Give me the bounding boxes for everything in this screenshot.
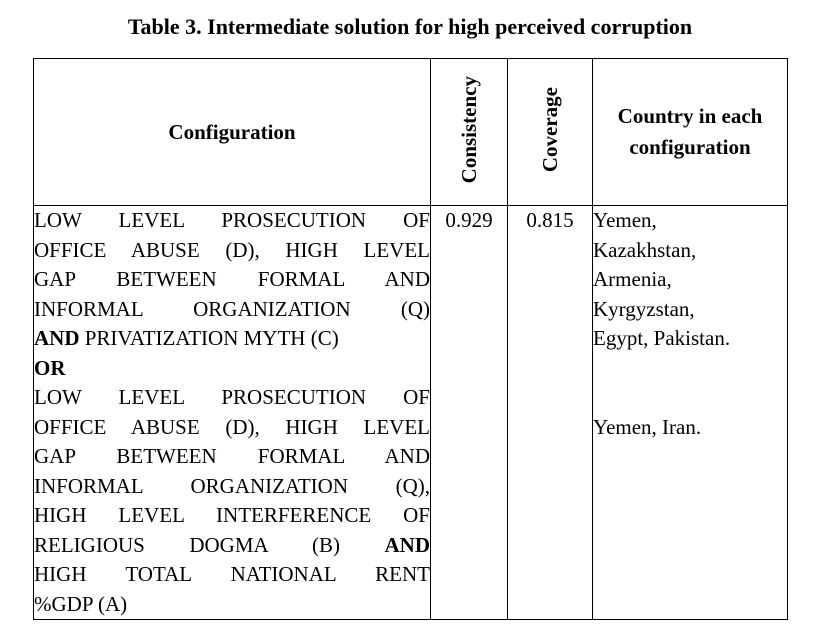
- country-line: Kyrgyzstan,: [593, 296, 695, 321]
- table-caption: Table 3. Intermediate solution for high …: [127, 14, 693, 39]
- condition-text: INFORMAL ORGANIZATION (Q): [34, 296, 430, 321]
- logical-operator: OR: [34, 355, 66, 380]
- logical-operator: AND: [384, 532, 431, 557]
- configuration-line: INFORMAL ORGANIZATION (Q),: [34, 472, 430, 502]
- coverage-header-label: Coverage: [537, 86, 562, 173]
- condition-text: INFORMAL ORGANIZATION (Q),: [34, 473, 430, 498]
- country-line: Yemen,: [593, 208, 657, 232]
- configuration-header-label: Configuration: [168, 119, 296, 144]
- configuration-line: RELIGIOUS DOGMA (B) AND: [34, 531, 430, 561]
- country-line: Yemen, Iran.: [593, 414, 702, 439]
- coverage-value: 0.815: [507, 205, 593, 620]
- table-row: LOW LEVEL PROSECUTION OF OFFICE ABUSE (D)…: [33, 205, 788, 620]
- configuration-line: LOW LEVEL PROSECUTION OF: [34, 383, 430, 413]
- condition-text: LOW LEVEL PROSECUTION OF: [34, 208, 430, 232]
- column-header-configuration: Configuration: [33, 58, 431, 206]
- consistency-header-label: Consistency: [456, 75, 481, 184]
- column-header-coverage: Coverage: [507, 58, 593, 206]
- country-line: Armenia,: [593, 267, 672, 291]
- configuration-line: LOW LEVEL PROSECUTION OF: [34, 206, 430, 236]
- configuration-line: %GDP (A): [34, 590, 430, 620]
- country-spacer-line: [593, 354, 787, 384]
- condition-text: %GDP (A): [34, 591, 128, 616]
- consistency-value: 0.929: [430, 205, 508, 620]
- configuration-line: HIGH LEVEL INTERFERENCE OF: [34, 501, 430, 531]
- configuration-line: AND PRIVATIZATION MYTH (C): [34, 324, 430, 354]
- configuration-line: INFORMAL ORGANIZATION (Q): [34, 295, 430, 325]
- country-line: Egypt, Pakistan.: [593, 326, 731, 350]
- logical-operator: AND: [34, 326, 80, 350]
- condition-text: HIGH LEVEL INTERFERENCE OF: [34, 503, 430, 527]
- configuration-line: HIGH TOTAL NATIONAL RENT: [34, 560, 430, 590]
- condition-text: GAP BETWEEN FORMAL AND: [34, 267, 430, 291]
- configuration-line: GAP BETWEEN FORMAL AND: [34, 442, 430, 472]
- condition-text: LOW LEVEL PROSECUTION OF: [34, 385, 430, 409]
- page: Table 3. Intermediate solution for high …: [0, 12, 820, 641]
- condition-text: RELIGIOUS DOGMA (B): [34, 532, 385, 557]
- results-table: Configuration Consistency Coverage Count…: [33, 58, 788, 620]
- condition-text: OFFICE ABUSE (D), HIGH LEVEL: [34, 237, 430, 262]
- condition-text: PRIVATIZATION MYTH (C): [79, 326, 339, 350]
- configuration-line: OFFICE ABUSE (D), HIGH LEVEL: [34, 236, 430, 266]
- country-cell: Yemen, Kazakhstan, Armenia, Kyrgyzstan, Egyp…: [592, 205, 788, 620]
- condition-text: HIGH TOTAL NATIONAL RENT: [34, 562, 430, 586]
- configuration-line: GAP BETWEEN FORMAL AND: [34, 265, 430, 295]
- column-header-consistency: Consistency: [430, 58, 508, 206]
- country-spacer-line: [593, 383, 787, 413]
- country-line: Kazakhstan,: [593, 237, 697, 262]
- column-header-country: Country in each configuration: [592, 58, 788, 206]
- header-row: Configuration Consistency Coverage Count…: [33, 58, 788, 206]
- condition-text: OFFICE ABUSE (D), HIGH LEVEL: [34, 414, 430, 439]
- country-header-label: Country in each configuration: [617, 104, 763, 159]
- configuration-cell: LOW LEVEL PROSECUTION OF OFFICE ABUSE (D)…: [33, 205, 431, 620]
- condition-text: GAP BETWEEN FORMAL AND: [34, 444, 430, 468]
- configuration-line: OFFICE ABUSE (D), HIGH LEVEL: [34, 413, 430, 443]
- configuration-line: OR: [34, 354, 430, 384]
